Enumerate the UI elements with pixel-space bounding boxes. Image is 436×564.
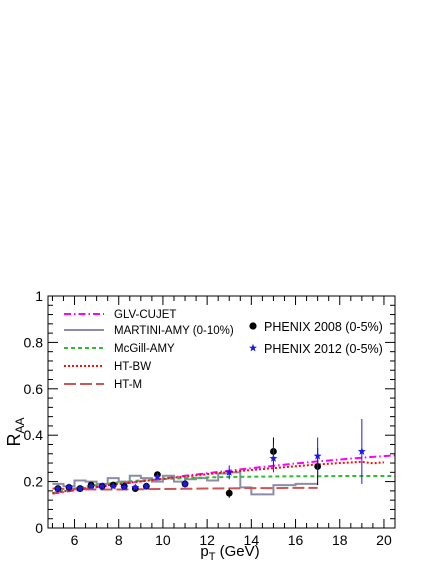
x-tick-label: 10 xyxy=(155,532,171,548)
y-tick-label: 1 xyxy=(35,288,43,304)
data-point-phenix-2012-0-5 xyxy=(225,468,234,476)
data-point-phenix-2012-0-5 xyxy=(142,482,151,490)
legend-marker-star xyxy=(249,343,257,352)
legend-label: GLV-CUJET xyxy=(114,309,176,321)
plot-frame xyxy=(47,295,396,529)
plot-area xyxy=(52,418,395,498)
legend-marker-circle xyxy=(249,322,257,330)
data-point-phenix-2008-0-5 xyxy=(225,489,233,497)
y-axis-title: RAA xyxy=(4,417,27,446)
x-axis-title: pT (GeV) xyxy=(200,543,259,563)
y-axis-title-subscript: AA xyxy=(13,417,27,433)
legend-label: McGill-AMY xyxy=(114,343,175,355)
data-point-phenix-2012-0-5 xyxy=(98,482,107,490)
y-tick-label: 0.8 xyxy=(24,334,44,350)
x-tick-label: 18 xyxy=(332,532,348,548)
x-tick-label: 20 xyxy=(376,532,392,548)
legend-label: HT-BW xyxy=(114,361,151,373)
x-axis-title-unit: (GeV) xyxy=(215,543,259,560)
data-point-phenix-2012-0-5 xyxy=(109,482,118,490)
data-point-phenix-2012-0-5 xyxy=(76,484,85,492)
data-point-phenix-2012-0-5 xyxy=(357,447,366,455)
x-tick-label: 6 xyxy=(71,532,79,548)
legend-label: HT-M xyxy=(114,379,142,391)
x-tick-label: 8 xyxy=(115,532,123,548)
data-point-phenix-2012-0-5 xyxy=(313,451,322,460)
data-point-phenix-2012-0-5 xyxy=(87,482,96,490)
legend-label: PHENIX 2012 (0-5%) xyxy=(264,342,383,356)
x-tick-label: 16 xyxy=(288,532,304,548)
x-axis-title-subscript: T xyxy=(209,551,216,563)
data-point-phenix-2012-0-5 xyxy=(153,472,162,481)
legend-label: MARTINI-AMY (0-10%) xyxy=(114,325,234,337)
series-line-ht-bw xyxy=(52,460,385,495)
y-tick-label: 0 xyxy=(35,520,43,536)
series-line-ht-m xyxy=(52,486,318,491)
series-step-martini-amy-0-10 xyxy=(52,471,318,496)
data-point-phenix-2012-0-5 xyxy=(120,483,129,491)
y-tick-label: 0.4 xyxy=(24,427,44,443)
data-point-phenix-2012-0-5 xyxy=(181,479,190,488)
data-point-phenix-2012-0-5 xyxy=(269,454,278,462)
y-tick-label: 0.2 xyxy=(24,474,44,490)
x-tick-label: 12 xyxy=(199,532,215,548)
data-point-phenix-2012-0-5 xyxy=(53,484,62,492)
data-point-phenix-2012-0-5 xyxy=(131,483,140,491)
data-point-phenix-2012-0-5 xyxy=(65,483,73,491)
x-tick-label: 14 xyxy=(244,532,260,548)
legend-label: PHENIX 2008 (0-5%) xyxy=(264,320,383,334)
legend: GLV-CUJET MARTINI-AMY (0-10%) McGill-AMY HT… xyxy=(64,309,383,391)
axes: 6 8 10 12 14 16 18 20 0 0.2 0.4 0.6 0.8 1 xyxy=(24,288,396,548)
y-tick-label: 0.6 xyxy=(24,381,44,397)
